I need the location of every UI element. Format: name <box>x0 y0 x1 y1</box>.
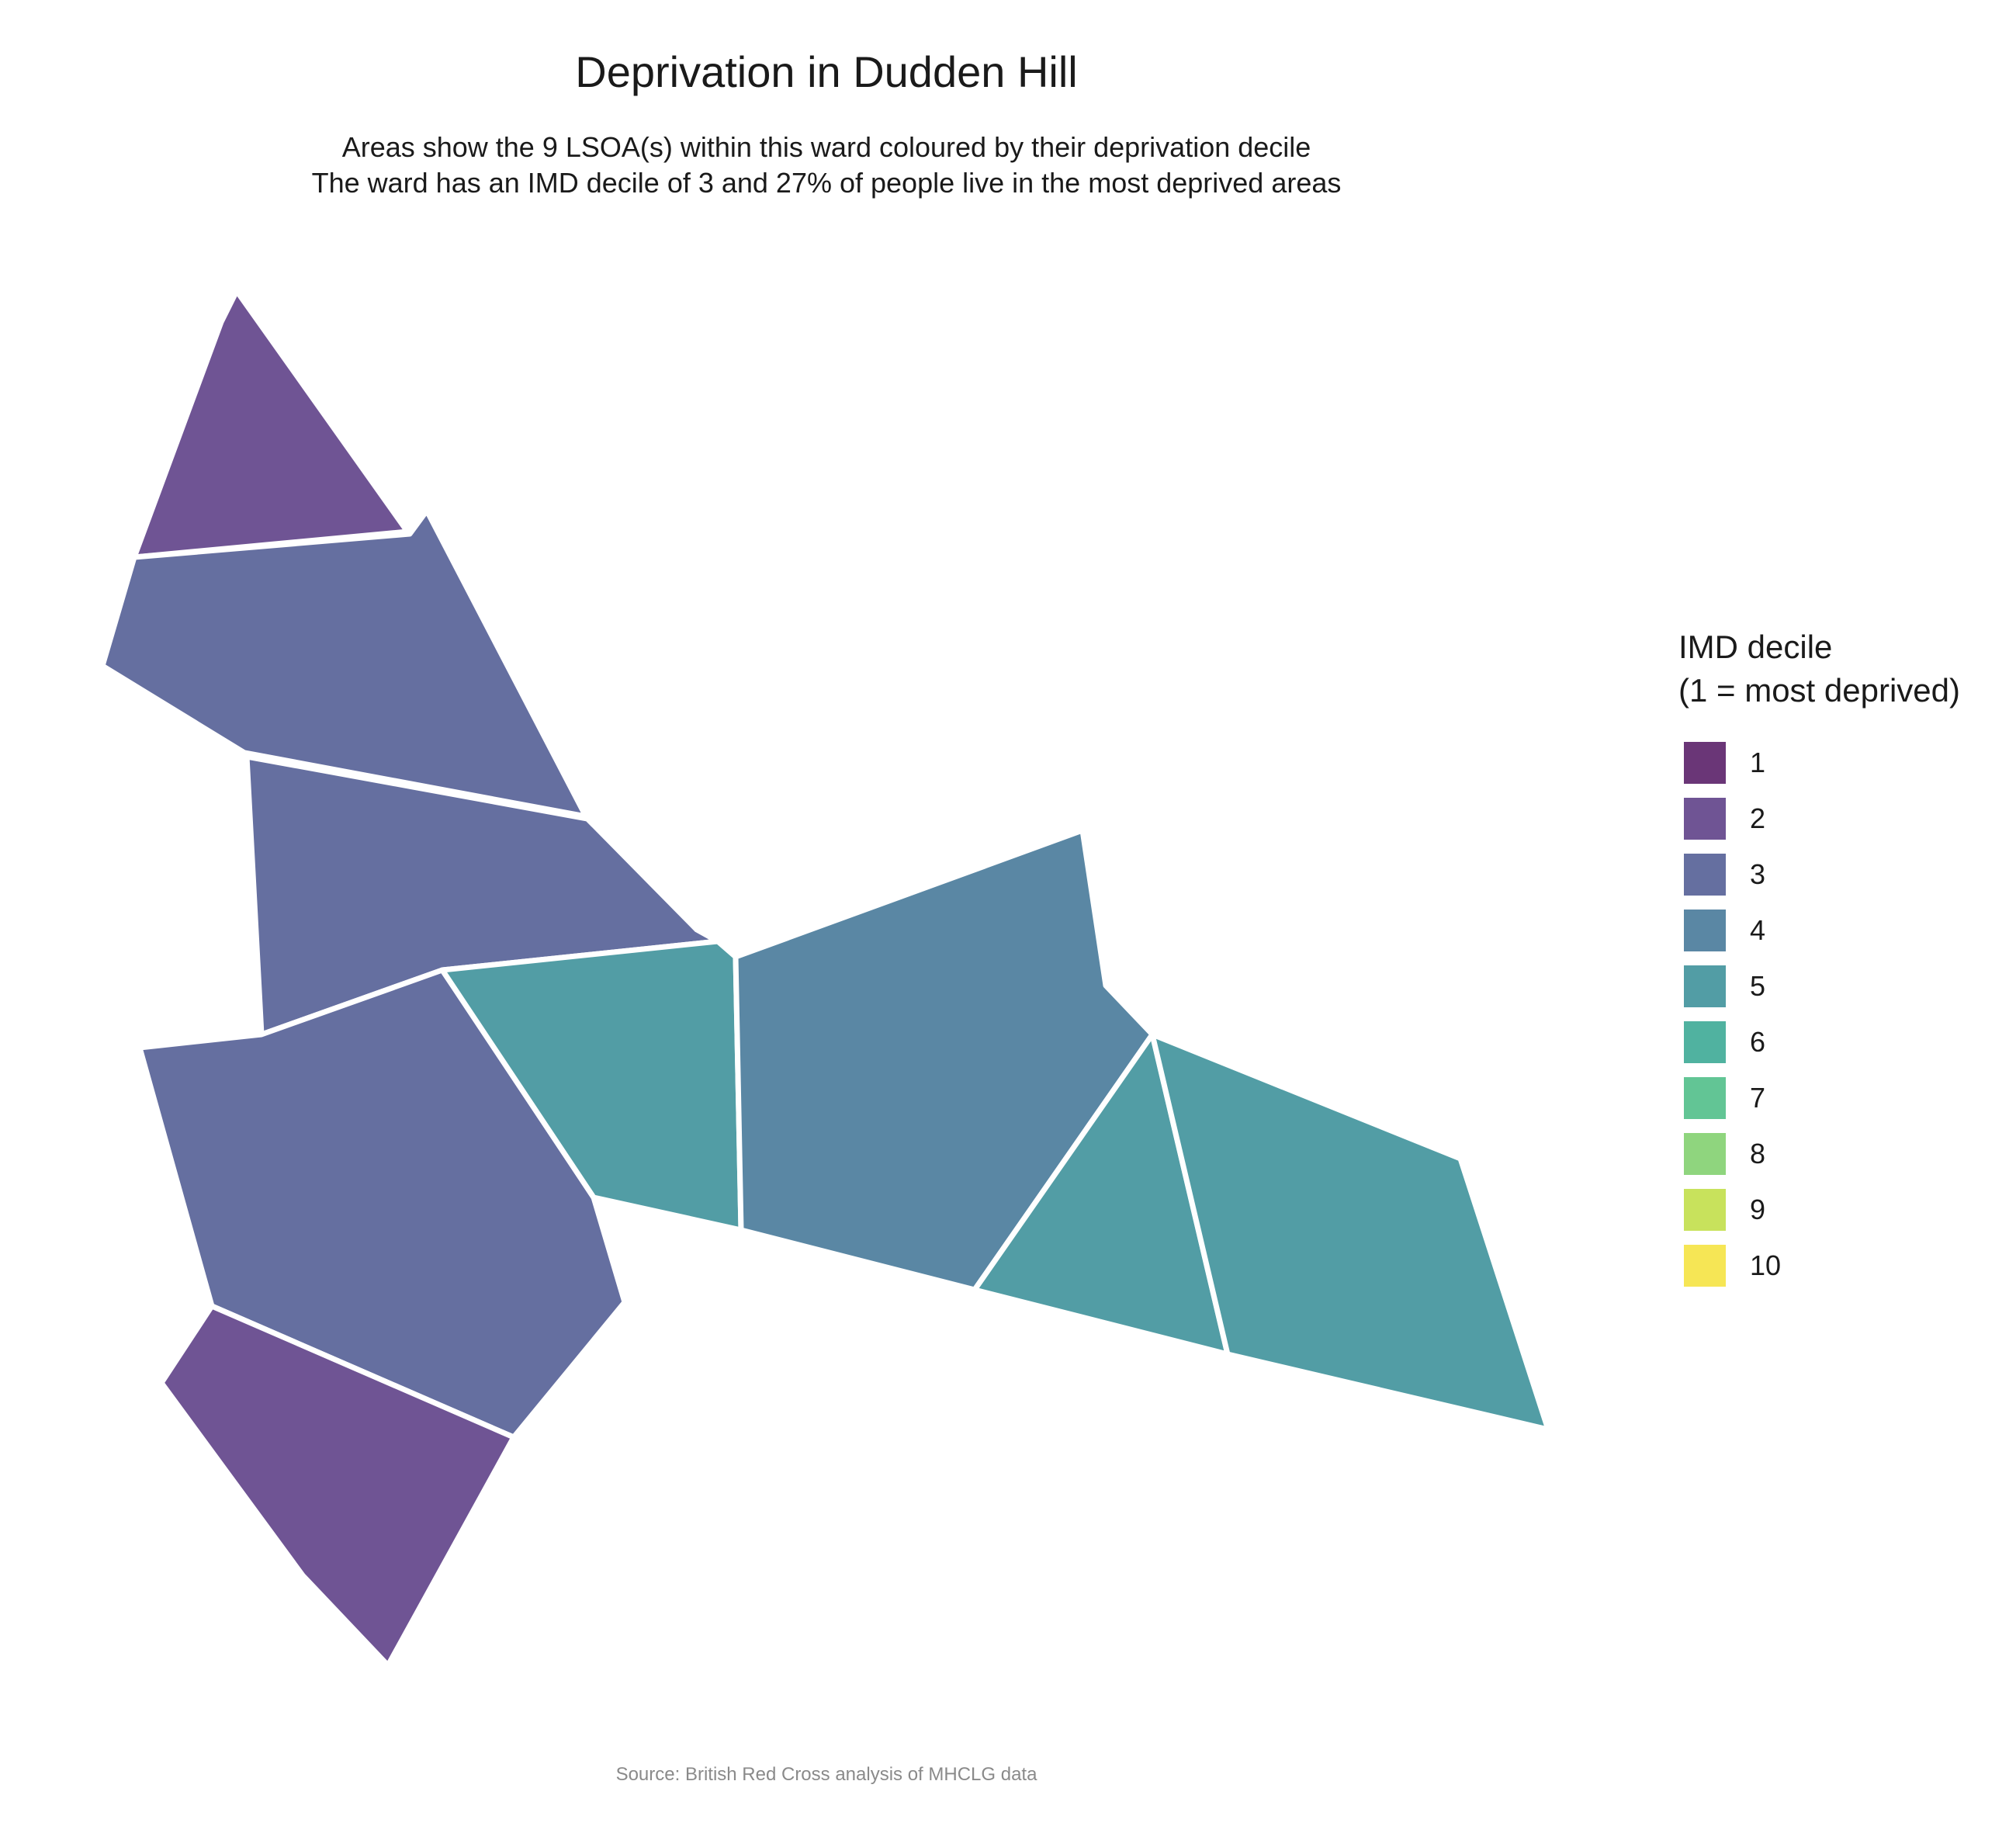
legend-label-4: 4 <box>1750 914 1766 946</box>
legend-list: 1 2 3 4 5 6 7 8 <box>1678 736 1960 1294</box>
lsoa-north-tip <box>131 288 410 560</box>
legend-item-7: 7 <box>1678 1071 1960 1127</box>
legend-label-7: 7 <box>1750 1082 1766 1114</box>
legend-swatch-4 <box>1684 910 1726 951</box>
legend-swatch-1 <box>1684 742 1726 784</box>
legend-item-6: 6 <box>1678 1015 1960 1071</box>
legend-swatch-6 <box>1684 1021 1726 1063</box>
legend-swatch-8 <box>1684 1133 1726 1175</box>
legend-item-10: 10 <box>1678 1239 1960 1294</box>
legend-item-8: 8 <box>1678 1127 1960 1183</box>
legend-label-10: 10 <box>1750 1249 1782 1281</box>
legend-item-2: 2 <box>1678 792 1960 847</box>
legend-label-2: 2 <box>1750 802 1766 834</box>
legend-item-3: 3 <box>1678 847 1960 903</box>
legend-item-4: 4 <box>1678 903 1960 959</box>
lsoa-south-tip <box>158 1303 517 1668</box>
map-subtitle-line-1: Areas show the 9 LSOA(s) within this war… <box>341 131 1311 163</box>
legend-label-3: 3 <box>1750 858 1766 890</box>
legend-label-1: 1 <box>1750 747 1766 778</box>
legend-label-5: 5 <box>1750 970 1766 1002</box>
legend-title-line-1: IMD decile <box>1678 629 1833 665</box>
legend-swatch-2 <box>1684 798 1726 840</box>
legend: IMD decile (1 = most deprived) 1 2 3 4 5… <box>1678 625 1960 1294</box>
legend-swatch-5 <box>1684 965 1726 1007</box>
lsoa-north-upper <box>99 508 589 819</box>
ward-map <box>99 288 1551 1668</box>
map-subtitle-line-2: The ward has an IMD decile of 3 and 27% … <box>311 167 1342 199</box>
legend-item-1: 1 <box>1678 736 1960 792</box>
legend-swatch-10 <box>1684 1245 1726 1287</box>
legend-label-8: 8 <box>1750 1138 1766 1169</box>
legend-swatch-7 <box>1684 1077 1726 1119</box>
lsoa-east-tip <box>1149 1031 1551 1433</box>
map-title: Deprivation in Dudden Hill <box>575 47 1078 96</box>
legend-swatch-3 <box>1684 854 1726 896</box>
legend-item-9: 9 <box>1678 1183 1960 1239</box>
legend-label-6: 6 <box>1750 1026 1766 1058</box>
legend-item-5: 5 <box>1678 959 1960 1015</box>
legend-label-9: 9 <box>1750 1194 1766 1225</box>
source-caption: Source: British Red Cross analysis of MH… <box>615 1764 1037 1785</box>
legend-swatch-9 <box>1684 1189 1726 1231</box>
legend-title-line-2: (1 = most deprived) <box>1678 672 1960 709</box>
